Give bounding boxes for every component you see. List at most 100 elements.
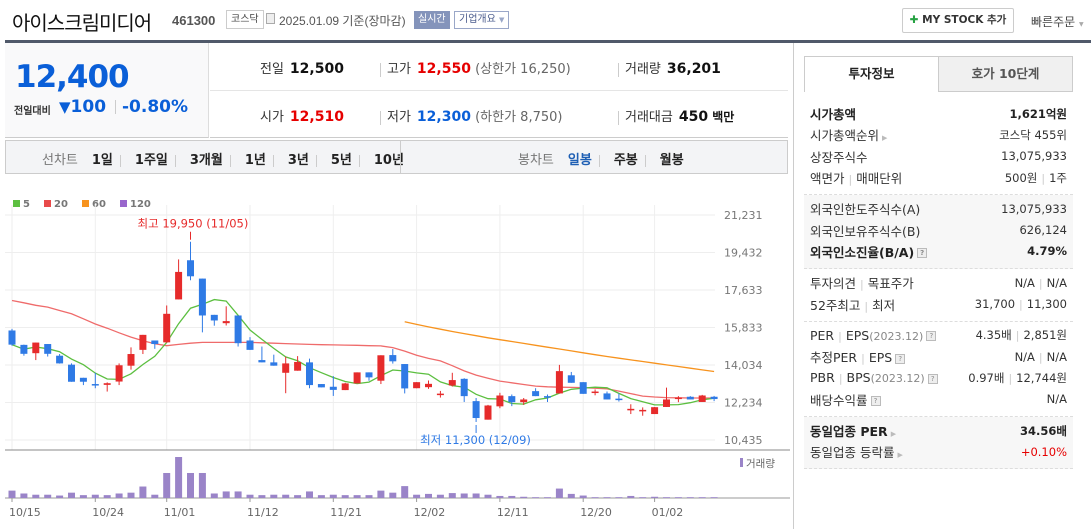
candle-chart-label: 봉차트 xyxy=(518,153,554,168)
candle-body xyxy=(68,364,75,382)
change-value: 100 xyxy=(70,97,107,117)
arrow-right-icon[interactable]: ▶ xyxy=(897,451,903,460)
label-text: 동일업종 등락률 xyxy=(810,445,895,461)
help-icon[interactable]: ? xyxy=(870,396,881,407)
volume-bar xyxy=(20,493,28,498)
label-text: 시가총액순위 xyxy=(810,128,880,144)
value: 36,201 xyxy=(666,61,721,77)
candle-body xyxy=(579,382,587,394)
company-overview-dropdown[interactable]: 기업개요 ▼ xyxy=(454,11,510,29)
volume-bar xyxy=(56,495,64,498)
label-text: 배당수익률 xyxy=(810,392,868,408)
label-text: PBR xyxy=(810,370,835,386)
divider: | xyxy=(1008,371,1013,385)
label-text: 목표주가 xyxy=(867,276,914,292)
value: 12,500 xyxy=(289,61,344,77)
candle-body xyxy=(651,407,659,415)
x-tick-label: 12/11 xyxy=(497,506,529,519)
volume-bar xyxy=(496,495,504,498)
info-section: 투자의견 | 목표주가 N/A | N/A 52주최고 | 최저 31,700 | 11,300 xyxy=(804,269,1073,322)
candle-body xyxy=(591,391,599,394)
period-option[interactable]: 10년 xyxy=(373,153,404,168)
period-option[interactable]: 3년 xyxy=(287,153,309,168)
info-label: 배당수익률? xyxy=(810,390,881,409)
candle-body xyxy=(282,363,290,373)
volume-bar xyxy=(591,497,599,498)
stock-chart: 5 20 60 120 21,231 19,432 17,633 15,833 14,034 12… xyxy=(5,199,790,519)
help-icon[interactable]: ? xyxy=(895,353,906,364)
info-label: 액면가 | 매매단위 xyxy=(810,168,902,187)
candle-body xyxy=(44,344,52,354)
label-text: 외국인한도주식수(A) xyxy=(810,202,921,218)
volume-bar xyxy=(579,495,587,498)
arrow-right-icon[interactable]: ▶ xyxy=(882,134,888,143)
divider xyxy=(618,62,619,77)
divider: | xyxy=(838,372,843,386)
help-icon[interactable]: ? xyxy=(926,331,937,342)
volume-bar xyxy=(329,494,337,498)
mystock-label: MY STOCK 추가 xyxy=(922,14,1007,26)
period-option[interactable]: 1주일 xyxy=(134,153,168,168)
candle-body xyxy=(79,377,87,382)
candle-body xyxy=(139,334,147,350)
period-option[interactable]: 일봉 xyxy=(567,153,592,168)
candle-body xyxy=(686,396,694,400)
label-text: 동일업종 PER xyxy=(810,424,888,439)
tab-order-book[interactable]: 호가 10단계 xyxy=(938,56,1073,92)
value: 450 xyxy=(678,109,709,125)
legend-swatch xyxy=(13,200,20,207)
value: 12,510 xyxy=(289,109,344,125)
candle-body xyxy=(246,340,254,350)
candle-body xyxy=(210,314,218,321)
info-value: N/A | N/A xyxy=(1015,276,1067,290)
help-icon[interactable]: ? xyxy=(927,373,938,384)
label-text: 투자의견 xyxy=(810,276,857,292)
tab-invest-info[interactable]: 투자정보 xyxy=(804,56,939,92)
info-label: 시가총액순위 ▶ xyxy=(810,125,887,144)
info-row: 동일업종 등락률 ▶ +0.10% xyxy=(810,441,1067,462)
quick-order-dropdown[interactable]: 빠른주문 ▼ xyxy=(1031,13,1084,30)
label-text: 상장주식수 xyxy=(810,149,868,165)
row-divider xyxy=(210,90,788,91)
volume-bar xyxy=(341,495,349,498)
value-text: 626,124 xyxy=(1019,223,1067,238)
period-option[interactable]: 1일 xyxy=(91,153,113,168)
header-divider xyxy=(5,40,1091,43)
realtime-button[interactable]: 실시간 xyxy=(414,11,450,29)
x-tick-label: 11/01 xyxy=(164,506,196,519)
candle-body xyxy=(460,378,468,397)
candle-body xyxy=(532,391,540,397)
volume-bar xyxy=(270,494,278,498)
period-option[interactable]: 주봉 xyxy=(613,153,638,168)
volume-bar xyxy=(8,490,16,498)
add-my-stock-button[interactable]: ✚ MY STOCK 추가 xyxy=(902,8,1014,33)
divider xyxy=(174,154,176,167)
info-row: 시가총액 1,621억원 xyxy=(810,103,1067,124)
period-option[interactable]: 3개월 xyxy=(189,153,223,168)
prev-close: 전일 12,500 xyxy=(260,58,344,77)
quote-summary: 전일 12,500 고가 12,550 (상한가 16,250) 거래량 36,201… xyxy=(210,43,788,138)
divider: | xyxy=(838,329,842,343)
period-option[interactable]: 1년 xyxy=(244,153,266,168)
label: 고가 xyxy=(387,62,411,77)
period-option[interactable]: 월봉 xyxy=(659,153,684,168)
info-section: 시가총액 1,621억원 시가총액순위 ▶ 코스닥 455위 상장주식수 13,075,93… xyxy=(804,100,1073,196)
info-value: N/A | N/A xyxy=(1015,350,1067,364)
candle-body xyxy=(663,399,670,407)
volume-bar xyxy=(639,497,647,498)
arrow-right-icon[interactable]: ▶ xyxy=(890,430,897,438)
info-value: 31,700 | 11,300 xyxy=(975,297,1067,311)
volume-bar xyxy=(448,493,456,498)
help-icon[interactable]: ? xyxy=(917,248,928,259)
info-row: 추정PER | EPS? N/A | N/A xyxy=(810,346,1067,367)
period-option[interactable]: 5년 xyxy=(330,153,352,168)
candle-body xyxy=(103,383,111,385)
chart-period-bar: 선차트 1일 1주일 3개월 1년 3년 5년 10년 봉차트 일봉 주봉 월봉 xyxy=(5,140,788,174)
volume-bar xyxy=(103,495,111,498)
candle-body xyxy=(496,395,504,407)
value-text: 1,621억원 xyxy=(1009,106,1067,121)
price-change: ▼100 xyxy=(59,97,106,117)
divider xyxy=(644,154,646,167)
value-text: 4.79% xyxy=(1027,244,1067,259)
label-text: BPS xyxy=(846,370,871,386)
